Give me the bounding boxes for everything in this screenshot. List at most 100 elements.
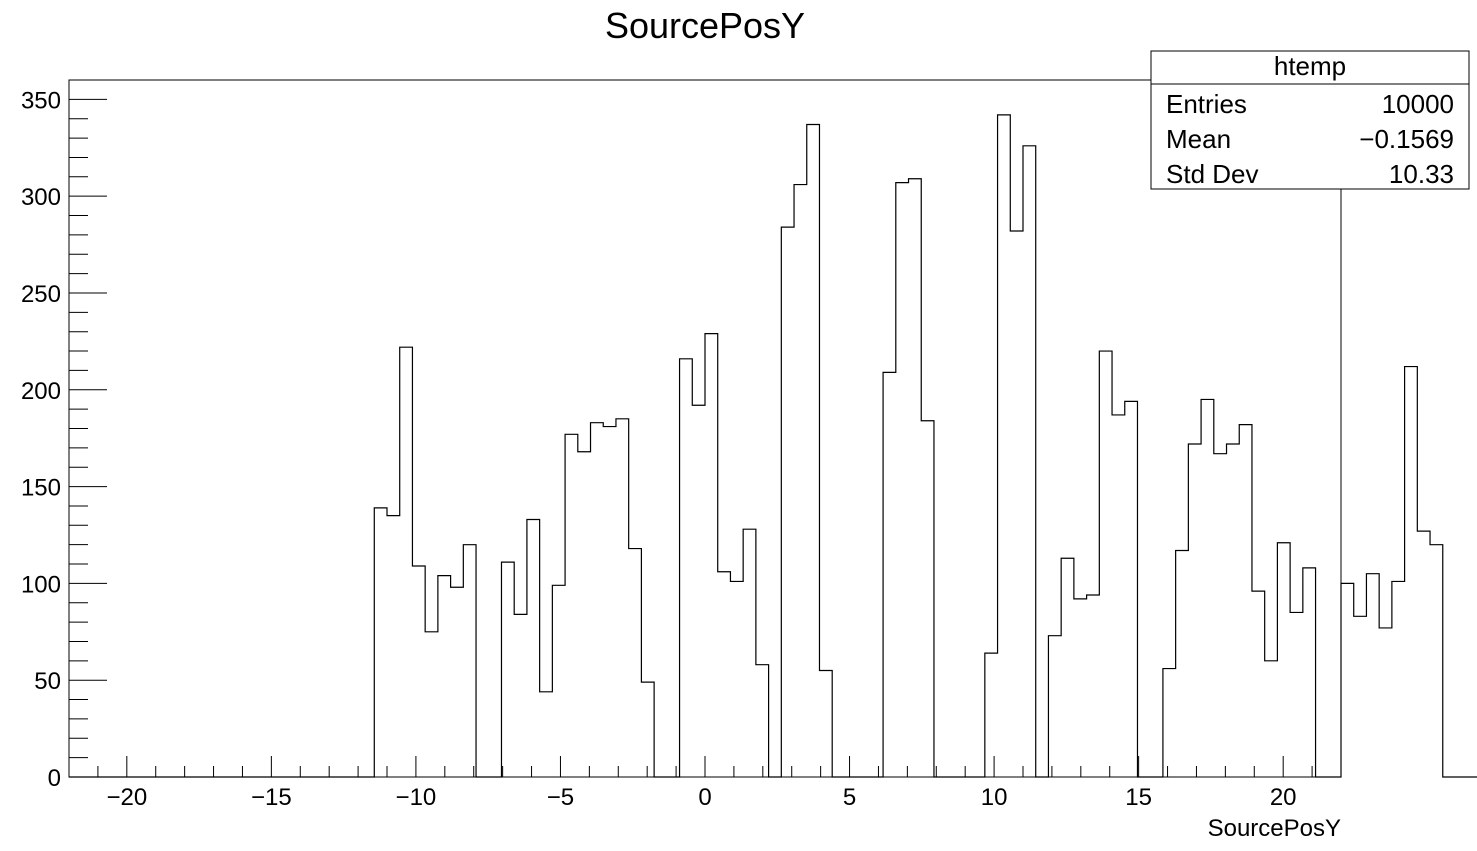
x-tick-label: −15 (251, 784, 292, 811)
histogram-bin (463, 545, 476, 777)
histogram-bin (985, 653, 998, 777)
histogram-bin (1239, 425, 1252, 777)
x-tick-label: −10 (396, 784, 437, 811)
histogram-bin (1366, 574, 1379, 777)
histogram-bin (1341, 583, 1354, 777)
histogram-bin (387, 516, 400, 777)
y-tick-label: 300 (21, 184, 61, 211)
histogram-bin (1087, 595, 1100, 777)
histogram-bin (1023, 146, 1036, 777)
histogram-bin (1405, 367, 1418, 777)
histogram-bin (1290, 612, 1303, 777)
histogram-bin (743, 529, 756, 777)
histogram-bin (438, 576, 451, 777)
histogram-outline (69, 114, 1477, 778)
histogram-bin (998, 115, 1011, 777)
histogram-bin (883, 372, 896, 777)
histogram-bin (1379, 628, 1392, 777)
stats-stddev-label: Std Dev (1166, 159, 1259, 189)
histogram-bin (412, 566, 425, 777)
histogram-bin (1176, 550, 1189, 777)
x-tick-label: 20 (1270, 784, 1297, 811)
histogram-bin (616, 419, 629, 777)
x-tick-label: 15 (1125, 784, 1152, 811)
histogram-bin (1392, 581, 1405, 777)
histogram-bin (1303, 568, 1316, 777)
stats-box-title: htemp (1274, 51, 1346, 81)
histogram-bin (629, 549, 642, 777)
histogram-bin (909, 179, 922, 777)
histogram-bin (1252, 591, 1265, 777)
histogram-bin (1201, 399, 1214, 777)
histogram-bin (1010, 231, 1023, 777)
stats-mean-label: Mean (1166, 124, 1231, 154)
histogram-bin (451, 587, 464, 777)
histogram-bin (514, 614, 527, 777)
histogram-bin (680, 359, 693, 777)
histogram-bin (527, 519, 540, 777)
histogram-bin (705, 334, 718, 777)
histogram-bin (781, 227, 794, 777)
y-axis: 0 50 100 150 200 250 300 350 (21, 79, 107, 792)
histogram-bin (718, 572, 731, 777)
histogram-bin (552, 585, 565, 777)
histogram-bin (807, 125, 820, 777)
histogram-bin (425, 632, 438, 777)
histogram-bin (1265, 661, 1278, 777)
histogram-bin (921, 421, 934, 777)
histogram-bin (1112, 415, 1125, 777)
histogram-bin (1417, 531, 1430, 777)
histogram-bin (692, 405, 705, 777)
histogram-bin (501, 562, 514, 777)
x-tick-label: 10 (981, 784, 1008, 811)
histogram-bin (1163, 669, 1176, 777)
histogram-bin (1061, 558, 1074, 777)
plot-frame (68, 79, 1342, 778)
y-tick-label: 50 (34, 668, 61, 695)
histogram-bin (794, 185, 807, 777)
x-tick-label: −20 (106, 784, 147, 811)
histogram-bin (565, 434, 578, 777)
x-axis-label: SourcePosY (1208, 815, 1341, 842)
histogram-bin (540, 692, 553, 777)
histogram-bin (641, 682, 654, 777)
histogram-bin (1099, 351, 1112, 777)
histogram-bin (819, 671, 832, 777)
histogram-bin (1074, 599, 1087, 777)
histogram-bin (374, 508, 387, 777)
y-tick-label: 150 (21, 475, 61, 502)
y-tick-label: 200 (21, 378, 61, 405)
histogram-bin (1048, 636, 1061, 777)
stats-stddev-value: 10.33 (1389, 159, 1454, 189)
x-tick-label: 5 (843, 784, 856, 811)
histogram-bin (1277, 543, 1290, 777)
histogram-bin (730, 581, 743, 777)
histogram-bin (1430, 545, 1443, 777)
histogram-bin (603, 427, 616, 777)
x-axis: −20 −15 −10 −5 0 5 10 15 20 (97, 756, 1313, 811)
chart-title: SourcePosY (605, 5, 805, 46)
histogram-bin (591, 423, 604, 777)
stats-box: htemp Entries 10000 Mean −0.1569 Std Dev… (1150, 50, 1470, 190)
stats-box-frame (1150, 50, 1470, 190)
histogram-bars (374, 115, 1442, 777)
histogram-bin (1227, 444, 1240, 777)
y-tick-label: 0 (48, 765, 61, 792)
histogram-bin (1125, 401, 1138, 777)
stats-entries-label: Entries (1166, 89, 1247, 119)
y-tick-label: 250 (21, 281, 61, 308)
histogram-bin (1214, 454, 1227, 777)
y-tick-label: 350 (21, 87, 61, 114)
histogram-bin (756, 665, 769, 777)
y-tick-label: 100 (21, 571, 61, 598)
histogram-bin (1354, 616, 1367, 777)
stats-entries-value: 10000 (1382, 89, 1454, 119)
histogram-bin (896, 183, 909, 777)
histogram-bin (578, 452, 591, 777)
x-tick-label: −5 (547, 784, 574, 811)
histogram-bin (400, 347, 413, 777)
stats-mean-value: −0.1569 (1359, 124, 1454, 154)
histogram-bin (1188, 444, 1201, 777)
x-tick-label: 0 (698, 784, 711, 811)
